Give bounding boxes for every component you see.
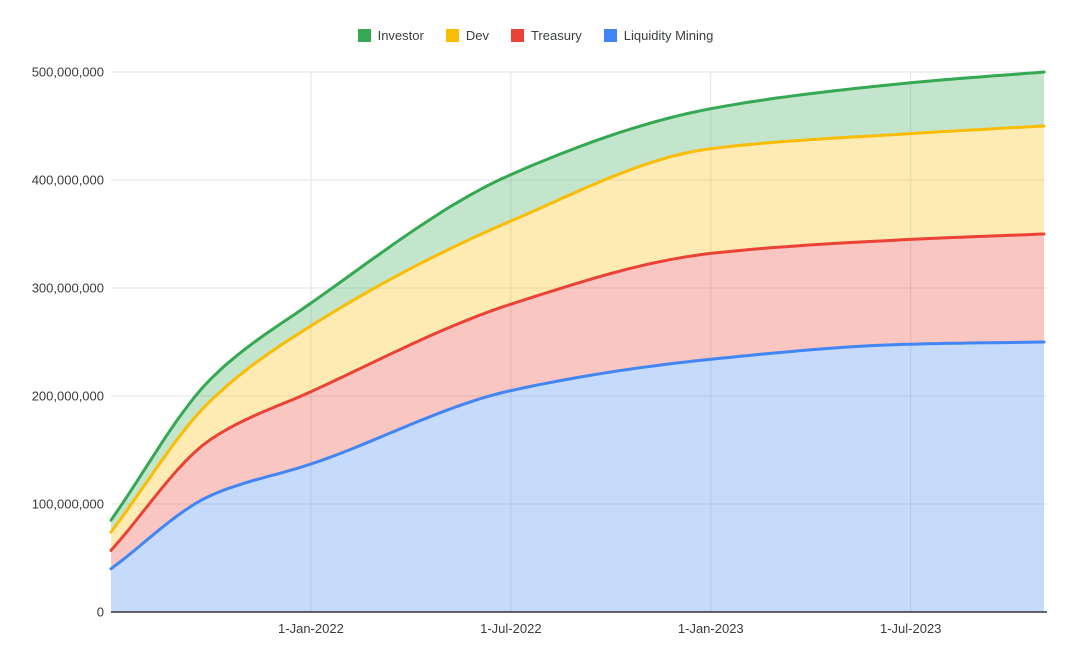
series-areas <box>111 72 1044 612</box>
y-tick-label: 300,000,000 <box>32 281 104 296</box>
legend-item-liquidity-mining: Liquidity Mining <box>603 28 714 43</box>
liquidity-mining-swatch-icon <box>603 29 617 42</box>
investor-swatch-icon <box>357 29 371 42</box>
y-tick-label: 100,000,000 <box>32 497 104 512</box>
x-axis-labels: 1-Jan-2022 1-Jul-2022 1-Jan-2023 1-Jul-2023 <box>278 621 941 636</box>
x-tick-label: 1-Jul-2022 <box>480 621 541 636</box>
treasury-area[interactable] <box>111 234 1044 569</box>
y-tick-label: 500,000,000 <box>32 65 104 80</box>
liquidity-mining-area[interactable] <box>111 342 1044 612</box>
investor-line[interactable] <box>109 70 1046 522</box>
legend-label: Investor <box>377 28 424 43</box>
treasury-swatch-icon <box>510 29 524 42</box>
dev-area[interactable] <box>111 126 1044 551</box>
liquidity-mining-line[interactable] <box>109 340 1046 571</box>
y-tick-label: 200,000,000 <box>32 389 104 404</box>
series-lines <box>109 70 1046 571</box>
legend-item-dev: Dev <box>445 28 489 43</box>
x-tick-label: 1-Jan-2023 <box>678 621 744 636</box>
legend-label: Liquidity Mining <box>623 28 714 43</box>
legend-label: Dev <box>465 28 489 43</box>
y-axis-labels: 0 100,000,000 200,000,000 300,000,000 400,00… <box>32 65 104 620</box>
investor-area[interactable] <box>111 72 1044 533</box>
gridlines <box>111 71 1047 612</box>
chart-legend: Investor Dev Treasury Liquidity Mining <box>0 28 1071 43</box>
legend-item-investor: Investor <box>357 28 424 43</box>
y-tick-label: 400,000,000 <box>32 173 104 188</box>
legend-label: Treasury <box>530 28 582 43</box>
x-tick-label: 1-Jul-2023 <box>880 621 941 636</box>
treasury-line[interactable] <box>109 232 1046 552</box>
legend-item-treasury: Treasury <box>510 28 582 43</box>
dev-line[interactable] <box>109 124 1046 534</box>
x-tick-label: 1-Jan-2022 <box>278 621 344 636</box>
dev-swatch-icon <box>445 29 459 42</box>
y-tick-label: 0 <box>97 605 104 620</box>
